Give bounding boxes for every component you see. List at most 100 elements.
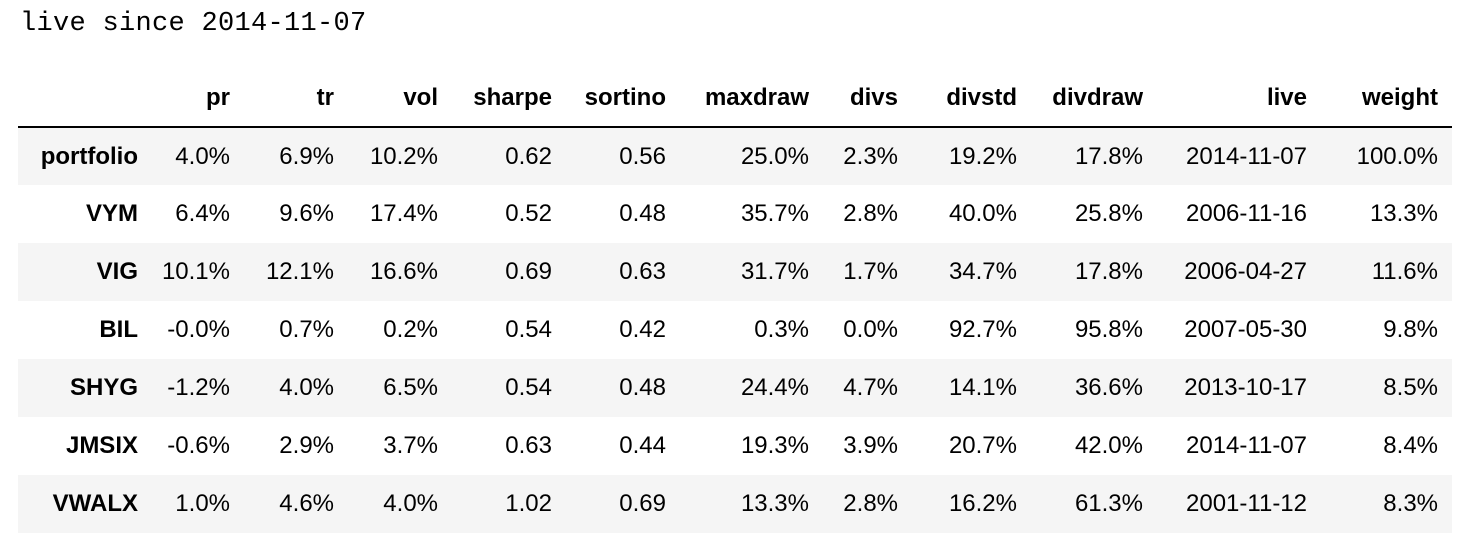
cell-divs: 2.3% [843,142,898,170]
cell-sortino: 0.63 [619,258,666,285]
cell-divdraw: 95.8% [1074,316,1143,343]
cell-tr: 0.7% [279,316,334,343]
index-header [18,70,152,128]
cell-tr: 4.0% [279,374,334,401]
output-caption: live since 2014-11-07 [20,9,367,39]
cell-pr: -1.2% [167,374,230,401]
cell-sharpe: 0.52 [505,200,552,227]
stats-table: pr tr vol sharpe sortino maxdraw divs di… [18,70,1452,533]
cell-weight: 100.0% [1356,142,1438,170]
cell-sharpe: 1.02 [505,490,552,517]
column-header-maxdraw: maxdraw [680,70,823,128]
cell-pr: 1.0% [175,490,230,517]
cell-vol: 17.4% [369,200,438,227]
cell-vol: 10.2% [369,142,438,170]
cell-maxdraw: 0.3% [754,316,809,343]
row-label: VWALX [52,490,138,517]
cell-sharpe: 0.69 [505,258,552,285]
cell-divstd: 92.7% [948,316,1017,343]
cell-live: 2006-11-16 [1186,200,1307,227]
table-row: VYM 6.4% 9.6% 17.4% 0.52 0.48 35.7% 2.8%… [18,185,1452,243]
row-label: JMSIX [65,432,138,459]
cell-vol: 0.2% [383,316,438,343]
table-row: portfolio 4.0% 6.9% 10.2% 0.62 0.56 25.0… [18,127,1452,185]
table-row: BIL -0.0% 0.7% 0.2% 0.54 0.42 0.3% 0.0% … [18,301,1452,359]
cell-sharpe: 0.54 [505,374,552,401]
cell-divs: 4.7% [843,374,898,401]
row-label: portfolio [40,142,138,170]
column-header-vol: vol [348,70,452,128]
column-header-sharpe: sharpe [452,70,566,128]
cell-maxdraw: 35.7% [740,200,809,227]
cell-tr: 12.1% [265,258,334,285]
cell-weight: 8.4% [1383,432,1438,459]
cell-divstd: 14.1% [948,374,1017,401]
cell-weight: 13.3% [1369,200,1438,227]
cell-divstd: 40.0% [948,200,1017,227]
cell-maxdraw: 13.3% [740,490,809,517]
column-header-divstd: divstd [912,70,1031,128]
column-header-weight: weight [1321,70,1452,128]
table-row: JMSIX -0.6% 2.9% 3.7% 0.63 0.44 19.3% 3.… [18,417,1452,475]
row-label: VIG [96,258,138,285]
cell-tr: 4.6% [279,490,334,517]
cell-divs: 2.8% [843,490,898,517]
column-header-divs: divs [823,70,912,128]
cell-vol: 6.5% [383,374,438,401]
table-row: VIG 10.1% 12.1% 16.6% 0.69 0.63 31.7% 1.… [18,243,1452,301]
cell-maxdraw: 25.0% [740,142,809,170]
cell-vol: 3.7% [383,432,438,459]
cell-sharpe: 0.63 [505,432,552,459]
column-header-pr: pr [152,70,244,128]
cell-divstd: 19.2% [948,142,1017,170]
cell-sortino: 0.44 [619,432,666,459]
cell-weight: 9.8% [1383,316,1438,343]
cell-sortino: 0.42 [619,316,666,343]
cell-weight: 11.6% [1371,258,1438,285]
cell-divdraw: 61.3% [1074,490,1143,517]
cell-divstd: 20.7% [948,432,1017,459]
cell-live: 2007-05-30 [1184,316,1307,343]
cell-sharpe: 0.54 [505,316,552,343]
cell-divs: 2.8% [843,200,898,227]
cell-divdraw: 36.6% [1074,374,1143,401]
row-label: BIL [99,316,138,343]
cell-divdraw: 42.0% [1074,432,1143,459]
cell-maxdraw: 31.7% [740,258,809,285]
cell-tr: 2.9% [279,432,334,459]
cell-divstd: 16.2% [948,490,1017,517]
cell-live: 2006-04-27 [1184,258,1307,285]
cell-pr: 4.0% [175,142,230,170]
cell-divs: 0.0% [843,316,898,343]
cell-sortino: 0.48 [619,374,666,401]
cell-sortino: 0.48 [619,200,666,227]
column-header-tr: tr [244,70,348,128]
cell-maxdraw: 24.4% [740,374,809,401]
cell-pr: 6.4% [175,200,230,227]
table-row: VWALX 1.0% 4.6% 4.0% 1.02 0.69 13.3% 2.8… [18,475,1452,533]
cell-weight: 8.3% [1383,490,1438,517]
cell-live: 2001-11-12 [1186,490,1307,517]
table-row: SHYG -1.2% 4.0% 6.5% 0.54 0.48 24.4% 4.7… [18,359,1452,417]
column-header-live: live [1157,70,1321,128]
cell-divdraw: 17.8% [1074,142,1143,170]
cell-weight: 8.5% [1383,374,1438,401]
cell-tr: 6.9% [279,142,334,170]
cell-divstd: 34.7% [948,258,1017,285]
cell-pr: -0.6% [167,432,230,459]
cell-maxdraw: 19.3% [740,432,809,459]
cell-live: 2014-11-07 [1186,142,1307,170]
cell-live: 2014-11-07 [1186,432,1307,459]
row-label: VYM [85,200,138,227]
cell-divdraw: 17.8% [1074,258,1143,285]
cell-divs: 3.9% [843,432,898,459]
column-header-sortino: sortino [566,70,680,128]
cell-sharpe: 0.62 [505,142,552,170]
cell-live: 2013-10-17 [1184,374,1307,401]
row-label: SHYG [69,374,138,401]
cell-pr: -0.0% [167,316,230,343]
cell-vol: 16.6% [369,258,438,285]
column-header-divdraw: divdraw [1031,70,1157,128]
cell-sortino: 0.69 [619,490,666,517]
header-row: pr tr vol sharpe sortino maxdraw divs di… [18,70,1452,128]
